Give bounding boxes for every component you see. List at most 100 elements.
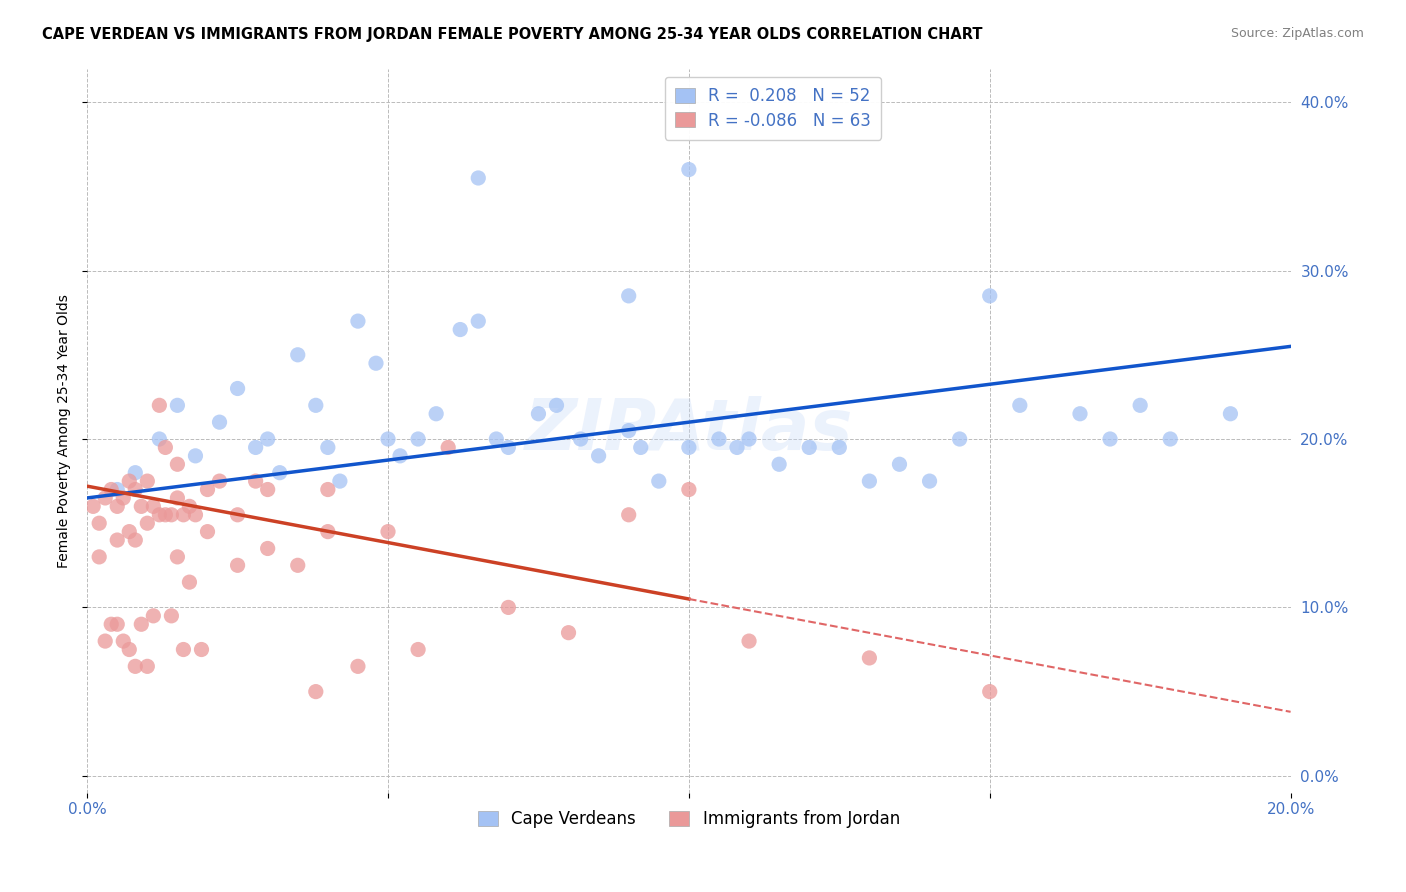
Point xyxy=(287,558,309,573)
Point xyxy=(617,424,640,438)
Point xyxy=(630,441,652,455)
Point xyxy=(166,491,188,505)
Point xyxy=(118,474,141,488)
Point xyxy=(166,549,188,564)
Point xyxy=(269,466,291,480)
Point xyxy=(918,474,941,488)
Point xyxy=(89,549,111,564)
Point xyxy=(329,474,352,488)
Point xyxy=(184,508,207,522)
Point xyxy=(131,500,153,514)
Point xyxy=(546,398,568,412)
Point xyxy=(226,382,249,396)
Point xyxy=(179,500,201,514)
Point xyxy=(105,483,128,497)
Point xyxy=(245,441,267,455)
Point xyxy=(648,474,671,488)
Point xyxy=(979,289,1001,303)
Point xyxy=(105,500,128,514)
Point xyxy=(172,642,194,657)
Point xyxy=(389,449,412,463)
Point xyxy=(160,508,183,522)
Point xyxy=(1069,407,1091,421)
Point xyxy=(287,348,309,362)
Point xyxy=(208,474,231,488)
Point xyxy=(799,441,821,455)
Point xyxy=(1099,432,1122,446)
Point xyxy=(256,541,278,556)
Point xyxy=(82,500,104,514)
Point xyxy=(155,508,177,522)
Point xyxy=(190,642,212,657)
Point xyxy=(124,659,146,673)
Point xyxy=(305,398,328,412)
Text: Source: ZipAtlas.com: Source: ZipAtlas.com xyxy=(1230,27,1364,40)
Point xyxy=(105,617,128,632)
Point xyxy=(136,474,159,488)
Point xyxy=(136,659,159,673)
Point xyxy=(617,289,640,303)
Point xyxy=(179,575,201,590)
Point xyxy=(949,432,972,446)
Point xyxy=(768,457,790,471)
Point xyxy=(498,441,520,455)
Point xyxy=(485,432,508,446)
Point xyxy=(197,483,219,497)
Point xyxy=(498,600,520,615)
Point xyxy=(316,441,339,455)
Point xyxy=(148,508,170,522)
Point xyxy=(725,441,748,455)
Point xyxy=(527,407,550,421)
Point xyxy=(617,508,640,522)
Point xyxy=(1129,398,1152,412)
Point xyxy=(707,432,730,446)
Point xyxy=(858,651,880,665)
Text: ZIPAtlas: ZIPAtlas xyxy=(524,396,853,465)
Point xyxy=(136,516,159,531)
Point xyxy=(828,441,851,455)
Point xyxy=(166,398,188,412)
Point xyxy=(449,322,471,336)
Point xyxy=(557,625,579,640)
Point xyxy=(112,491,135,505)
Point xyxy=(406,432,429,446)
Point xyxy=(588,449,610,463)
Point xyxy=(89,516,111,531)
Point xyxy=(377,432,399,446)
Point xyxy=(105,533,128,547)
Point xyxy=(738,634,761,648)
Point xyxy=(316,483,339,497)
Point xyxy=(100,617,122,632)
Point xyxy=(118,524,141,539)
Point xyxy=(131,617,153,632)
Point xyxy=(112,634,135,648)
Point xyxy=(678,162,700,177)
Point xyxy=(148,398,170,412)
Point xyxy=(118,642,141,657)
Point xyxy=(347,659,370,673)
Point xyxy=(100,483,122,497)
Point xyxy=(425,407,447,421)
Point xyxy=(94,491,117,505)
Point xyxy=(377,524,399,539)
Point xyxy=(569,432,592,446)
Point xyxy=(364,356,387,370)
Point xyxy=(172,508,194,522)
Y-axis label: Female Poverty Among 25-34 Year Olds: Female Poverty Among 25-34 Year Olds xyxy=(58,293,72,567)
Point xyxy=(166,457,188,471)
Point xyxy=(124,533,146,547)
Point xyxy=(124,466,146,480)
Point xyxy=(208,415,231,429)
Point xyxy=(124,483,146,497)
Point xyxy=(467,171,489,186)
Point xyxy=(94,634,117,648)
Point xyxy=(142,500,165,514)
Point xyxy=(316,524,339,539)
Point xyxy=(226,558,249,573)
Point xyxy=(148,432,170,446)
Point xyxy=(226,508,249,522)
Point xyxy=(1008,398,1031,412)
Point xyxy=(738,432,761,446)
Point xyxy=(858,474,880,488)
Point xyxy=(889,457,911,471)
